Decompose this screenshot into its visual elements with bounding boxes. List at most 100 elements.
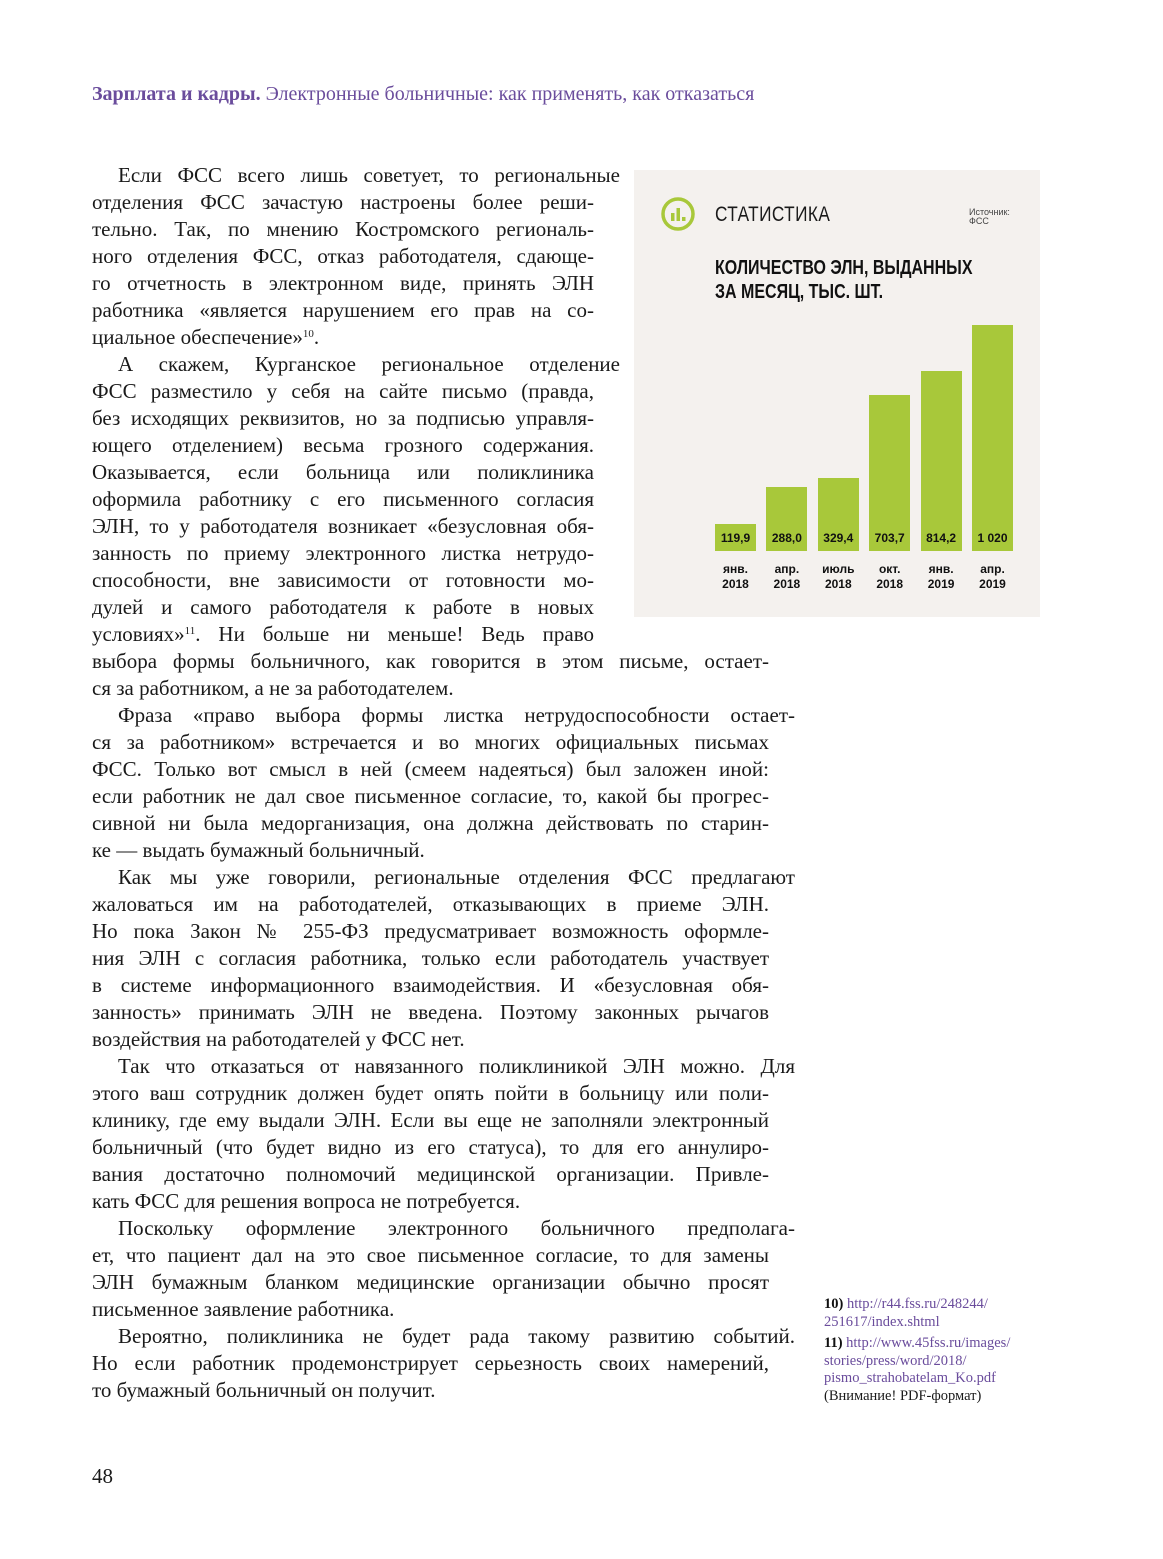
text-line: письменное заявление работника. xyxy=(92,1297,395,1321)
x-tick-label-line: 2018 xyxy=(722,577,749,591)
text-line: тельно. Так, по мнению Костромского реги… xyxy=(92,217,594,241)
x-tick-label-line: 2019 xyxy=(979,577,1006,591)
text-line: занность по приему электронного листка н… xyxy=(92,541,594,565)
source-label: Источник: xyxy=(969,207,1010,217)
text-line: ке — выдать бумажный больничный. xyxy=(92,838,425,862)
chart-title-line: ЗА МЕСЯЦ, ТЫС. ШТ. xyxy=(715,281,884,303)
footnote-link[interactable]: pismo_strahobatelam_Ko.pdf xyxy=(824,1370,996,1386)
x-tick-label-line: окт. xyxy=(878,562,901,576)
text-segment: . xyxy=(313,325,320,349)
bar xyxy=(869,395,911,551)
text-line: ного отделения ФСС, отказ работодателя, … xyxy=(92,244,594,268)
chart-kicker: СТАТИСТИКА xyxy=(715,203,831,226)
text-line: Но если работник продемонстрирует серьез… xyxy=(92,1351,769,1375)
footnote-number: 10) xyxy=(824,1296,847,1312)
article-body: Если ФСС всего лишь советует, то региона… xyxy=(92,162,795,1404)
text-line: ЭЛН, то у работодателя возникает «безусл… xyxy=(92,514,594,538)
footnote-link[interactable]: http://www.45fss.ru/images/ xyxy=(846,1335,1011,1351)
text-line: ния ЭЛН с согласия работника, только есл… xyxy=(92,946,769,970)
text-line: Поскольку оформление электронного больни… xyxy=(118,1216,795,1240)
x-tick-label: янв. 2018 xyxy=(710,562,761,592)
chart-source: Источник: ФСС xyxy=(969,208,1010,226)
x-tick-label-line: янв. xyxy=(723,562,748,576)
x-tick-label-line: 2018 xyxy=(773,577,801,591)
bar-value-label: 814,2 xyxy=(926,531,957,545)
text-line: этого ваш сотрудник должен будет опять п… xyxy=(92,1081,769,1105)
text-line: Фраза «право выбора формы листка нетрудо… xyxy=(118,703,795,727)
text-line: оформила работнику с его письменного сог… xyxy=(92,487,594,511)
footnotes: 10) http://r44.fss.ru/248244/251617/inde… xyxy=(824,1296,1010,1409)
chart-title: КОЛИЧЕСТВО ЭЛН, ВЫДАННЫХ ЗА МЕСЯЦ, ТЫС. … xyxy=(715,256,973,304)
bar xyxy=(817,478,859,551)
text-line: воздействия на работодателей у ФСС нет. xyxy=(92,1027,465,1051)
text-line: условиях»11. Ни больше ни меньше! Ведь п… xyxy=(92,621,594,648)
text-line: больничный (что будет видно из его стату… xyxy=(92,1135,769,1159)
footnote-number: 11) xyxy=(824,1335,847,1351)
text-line: кать ФСС для решения вопроса не потребуе… xyxy=(92,1189,521,1213)
text-line: способности, вне зависимости от готовнос… xyxy=(92,568,594,592)
text-line: А скажем, Курганское региональное отделе… xyxy=(118,352,620,376)
text-line: Оказывается, если больница или поликлини… xyxy=(92,460,594,484)
text-line: без исходящих реквизитов, но за подписью… xyxy=(92,406,594,430)
running-header: Зарплата и кадры. Электронные больничные… xyxy=(92,83,754,106)
text-line: в системе информационного взаимодействия… xyxy=(92,973,769,997)
x-tick-label-line: 2018 xyxy=(824,577,852,591)
text-line: отделения ФСС зачастую настроены более р… xyxy=(92,190,594,214)
source-value: ФСС xyxy=(969,216,989,226)
bar xyxy=(972,325,1013,551)
text-line: Вероятно, поликлиника не будет рада тако… xyxy=(118,1324,795,1348)
footnote: 10) http://r44.fss.ru/248244/251617/inde… xyxy=(824,1296,1010,1331)
bar-chart-circle-icon xyxy=(661,197,695,231)
statistics-chart: СТАТИСТИКА Источник: ФСС КОЛИЧЕСТВО ЭЛН,… xyxy=(634,170,1040,617)
footnote-link[interactable]: stories/press/word/2018/ xyxy=(824,1352,967,1369)
text-line: вания достаточно полномочий медицинской … xyxy=(92,1162,769,1186)
text-line: Как мы уже говорили, региональные отделе… xyxy=(118,865,795,889)
footnote-link[interactable]: http://r44.fss.ru/248244/ xyxy=(846,1296,988,1312)
text-line: клинику, где ему выдали ЭЛН. Если вы еще… xyxy=(92,1108,769,1132)
footnote-link[interactable]: 251617/index.shtml xyxy=(824,1313,940,1330)
footnote-ref[interactable]: 10 xyxy=(302,328,314,340)
x-tick-label: июль 2018 xyxy=(813,562,864,592)
x-tick-label-line: янв. xyxy=(928,562,954,576)
footnote: 11) http://www.45fss.ru/images/stories/p… xyxy=(824,1335,1010,1405)
text-line: выбора формы больничного, как говорится … xyxy=(92,649,769,673)
text-line: если работник не дал свое письменное сог… xyxy=(92,784,769,808)
article-title: Электронные больничные: как применять, к… xyxy=(265,83,755,105)
text-line: го отчетность в электронном виде, принят… xyxy=(92,271,594,295)
text-line: ся за работником, а не за работодателем. xyxy=(92,676,454,700)
x-tick-label-line: 2018 xyxy=(876,577,904,591)
text-line: жаловаться им на работодателей, отказыва… xyxy=(92,892,769,916)
x-tick-label: янв. 2019 xyxy=(916,562,967,592)
text-segment: . Ни больше ни меньше! Ведь право xyxy=(195,622,594,646)
bar-value-label: 119,9 xyxy=(720,531,751,545)
text-line: дулей и самого работодателя к работе в н… xyxy=(92,595,594,619)
text-line: Но пока Закон № 255-ФЗ предусматривает в… xyxy=(92,919,769,943)
text-line: Если ФСС всего лишь советует, то региона… xyxy=(118,163,620,187)
section-name: Зарплата и кадры. xyxy=(92,83,261,105)
text-line: ФСС разместило у себя на сайте письмо (п… xyxy=(92,379,594,403)
text-line: работника «является нарушением его прав … xyxy=(92,298,594,322)
footnote-ref[interactable]: 11 xyxy=(184,625,196,637)
text-line: сивной ни была медорганизация, она должн… xyxy=(92,811,769,835)
x-tick-label: апр. 2018 xyxy=(761,562,812,592)
text-line: ФСС. Только вот смысл в ней (смеем надея… xyxy=(92,757,769,781)
text-line: ющего отделением) весьма грозного содерж… xyxy=(92,433,594,457)
x-tick-label-line: июль xyxy=(822,562,855,576)
bar xyxy=(715,524,756,551)
text-line: ет, что пациент дал на это свое письменн… xyxy=(92,1243,769,1267)
text-line: ЭЛН бумажным бланком медицинские организ… xyxy=(92,1270,769,1294)
x-tick-label-line: 2019 xyxy=(927,577,955,591)
text-line: то бумажный больничный он получит. xyxy=(92,1378,436,1402)
x-tick-label: апр. 2019 xyxy=(967,562,1018,592)
text-line: Так что отказаться от навязанного поликл… xyxy=(118,1054,795,1078)
text-segment: циальное обеспечение» xyxy=(92,325,303,349)
bar-value-label: 288,0 xyxy=(771,531,802,545)
text-line: занность» принимать ЭЛН не введена. Поэт… xyxy=(92,1000,769,1024)
x-tick-label: окт. 2018 xyxy=(864,562,915,592)
chart-title-line: КОЛИЧЕСТВО ЭЛН, ВЫДАННЫХ xyxy=(715,257,973,279)
bar-value-label: 329,4 xyxy=(823,531,854,545)
x-tick-label-line: апр. xyxy=(774,562,800,576)
bar-value-label: 703,7 xyxy=(874,531,905,545)
bar-value-label: 1 020 xyxy=(977,531,1008,545)
x-tick-label-line: апр. xyxy=(980,562,1005,576)
